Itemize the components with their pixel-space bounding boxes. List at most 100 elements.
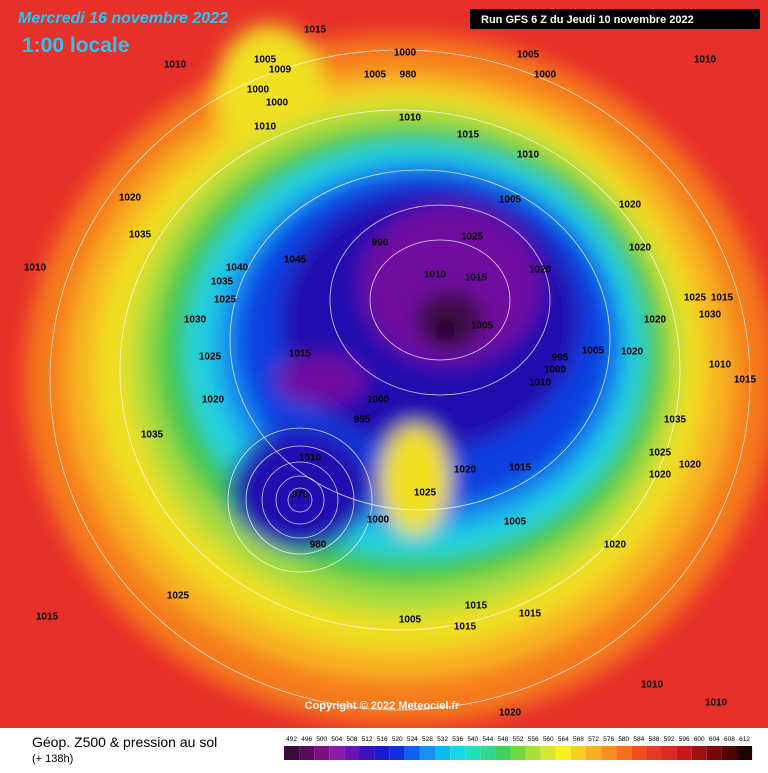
- colorbar-label: 512: [362, 736, 373, 743]
- isobar-label: 1000: [367, 515, 390, 526]
- colorbar-label: 596: [679, 736, 690, 743]
- colorbar-cell: [329, 746, 345, 760]
- isobar-label: 1010: [694, 55, 717, 66]
- isobar-label: 1005: [399, 615, 422, 626]
- isobar-label: 1035: [141, 430, 164, 441]
- isobar-label: 1020: [454, 465, 477, 476]
- isobar-label: 970: [292, 490, 309, 501]
- colorbar-cell: [465, 746, 481, 760]
- isobar-label: 1020: [619, 200, 642, 211]
- colorbar-cell: [450, 746, 466, 760]
- isobar-label: 1015: [304, 25, 327, 36]
- colorbar-label: 576: [603, 736, 614, 743]
- run-box: [470, 9, 760, 29]
- isobar-label: 1025: [214, 295, 237, 306]
- colorbar-cell: [314, 746, 330, 760]
- colorbar-label: 504: [331, 736, 342, 743]
- colorbar-cell: [389, 746, 405, 760]
- colorbar-cell: [495, 746, 511, 760]
- colorbar-label: 500: [316, 736, 327, 743]
- isobar-label: 1015: [711, 293, 734, 304]
- colorbar-cell: [359, 746, 375, 760]
- isobar-label: 1000: [266, 98, 289, 109]
- colorbar-cell: [374, 746, 390, 760]
- isobar-label: 1035: [129, 230, 152, 241]
- isobar-label: 1005: [499, 195, 522, 206]
- isobar-label: 1020: [529, 265, 552, 276]
- colorbar-cell: [646, 746, 662, 760]
- isobar-label: 1010: [424, 270, 447, 281]
- isobar-label: 1025: [167, 591, 190, 602]
- isobar-label: 1020: [202, 395, 225, 406]
- colorbar-label: 588: [649, 736, 660, 743]
- colorbar-cell: [570, 746, 586, 760]
- colorbar-cell: [525, 746, 541, 760]
- isobar-label: 1025: [649, 448, 672, 459]
- isobar-label: 995: [354, 415, 371, 426]
- isobar-label: 1025: [199, 352, 222, 363]
- isobar-label: 1020: [679, 460, 702, 471]
- colorbar-label: 516: [377, 736, 388, 743]
- isobar-label: 1030: [699, 310, 722, 321]
- map-field: [0, 0, 768, 728]
- isobar-label: 1005: [364, 70, 387, 81]
- isobar-label: 980: [400, 70, 417, 81]
- colorbar-label: 524: [407, 736, 418, 743]
- colorbar-label: 556: [528, 736, 539, 743]
- colorbar-label: 508: [347, 736, 358, 743]
- colorbar-label: 492: [286, 736, 297, 743]
- colorbar-cell: [586, 746, 602, 760]
- isobar-label: 1015: [36, 612, 59, 623]
- isobar-label: 1020: [649, 470, 672, 481]
- isobar-label: 1035: [211, 277, 234, 288]
- isobar-label: 1025: [414, 488, 437, 499]
- isobar-label: 1005: [517, 50, 540, 61]
- isobar-label: 1000: [394, 48, 417, 59]
- isobar-label: 1000: [367, 395, 390, 406]
- isobar-label: 1015: [734, 375, 757, 386]
- isobar-label: 1025: [684, 293, 707, 304]
- isobar-label: 1010: [529, 378, 552, 389]
- isobar-label: 1015: [465, 601, 488, 612]
- isobar-label: 1005: [582, 346, 605, 357]
- colorbar-label: 608: [724, 736, 735, 743]
- colorbar-cell: [676, 746, 692, 760]
- isobar-label: 1025: [461, 232, 484, 243]
- isobar-label: 1009: [269, 65, 292, 76]
- isobar-label: 1010: [399, 113, 422, 124]
- isobar-label: 990: [372, 238, 389, 249]
- colorbar-label: 520: [392, 736, 403, 743]
- colorbar-label: 600: [694, 736, 705, 743]
- colorbar-label: 560: [543, 736, 554, 743]
- isobar-label: 1000: [247, 85, 270, 96]
- colorbar-cell: [344, 746, 360, 760]
- colorbar-cell: [480, 746, 496, 760]
- colorbar-cell: [435, 746, 451, 760]
- isobar-label: 1005: [504, 517, 527, 528]
- colorbar-label: 532: [437, 736, 448, 743]
- isobar-label: 1005: [471, 321, 494, 332]
- isobar-label: 1020: [119, 193, 142, 204]
- colorbar-cell: [601, 746, 617, 760]
- isobar-label: 1020: [499, 708, 522, 719]
- isobar-label: 1010: [709, 360, 732, 371]
- isobar-label: 1015: [454, 622, 477, 633]
- colorbar-cell: [706, 746, 722, 760]
- isobar-label: 1015: [289, 349, 312, 360]
- colorbar-label: 604: [709, 736, 720, 743]
- colorbar-cell: [737, 746, 753, 760]
- isobar-label: 1015: [519, 609, 542, 620]
- isobar-label: 1045: [284, 255, 307, 266]
- isobar-label: 1040: [226, 263, 249, 274]
- colorbar: 492 496 500 504 508 512 516 520 524 528 532 536 540 5…: [284, 736, 753, 760]
- colorbar-label: 528: [422, 736, 433, 743]
- colorbar-label: 612: [739, 736, 750, 743]
- colorbar-cell: [299, 746, 315, 760]
- isobar-label: 1020: [621, 347, 644, 358]
- isobar-label: 1030: [184, 315, 207, 326]
- time-label: 1:00 locale: [22, 34, 129, 57]
- colorbar-cell: [419, 746, 435, 760]
- isobar-label: 1010: [641, 680, 664, 691]
